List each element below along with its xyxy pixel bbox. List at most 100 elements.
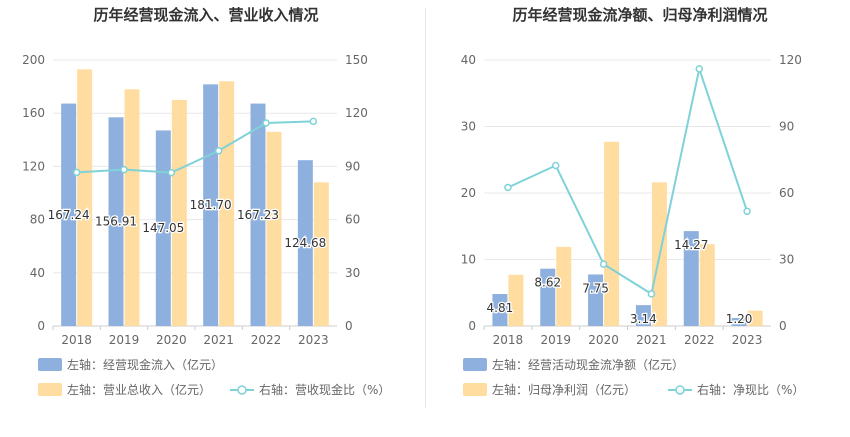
bar-secondary <box>171 99 187 327</box>
panel-divider <box>425 8 426 408</box>
bar-primary <box>540 268 556 326</box>
bar-primary <box>731 318 747 326</box>
ratio-line-point <box>262 119 270 127</box>
left-axis-tick-label: 120 <box>22 159 45 173</box>
bar-secondary <box>747 310 763 326</box>
left-axis-tick-label: 0 <box>37 319 45 333</box>
legend-label-line: 右轴：营收现金比（%） <box>259 382 390 397</box>
bar-value-label: 3.14 <box>630 312 657 326</box>
right-axis-tick-label: 120 <box>345 106 368 120</box>
bar-primary <box>297 160 313 326</box>
bar-value-label: 8.62 <box>534 276 561 290</box>
right-axis-tick-label: 0 <box>779 319 787 333</box>
left-axis-tick-label: 20 <box>461 186 476 200</box>
right-axis-tick-label: 0 <box>345 319 353 333</box>
bar-primary <box>61 103 77 326</box>
left-axis-tick-label: 30 <box>461 120 476 134</box>
bar-value-label: 4.81 <box>487 301 514 315</box>
legend-label-primary: 左轴：经营现金流入（亿元） <box>67 357 223 372</box>
right-axis-tick-label: 30 <box>779 253 794 267</box>
bar-primary <box>588 274 604 326</box>
cash-inflow-revenue-chart: 历年经营现金流入、营业收入情况 0 40 80 120 160 200 0 30 60 90 120 1… <box>22 6 390 397</box>
right-axis-tick-label: 60 <box>345 213 360 227</box>
bar-primary <box>635 305 651 326</box>
bar-value-label: 14.27 <box>674 238 708 252</box>
ratio-line <box>507 65 749 296</box>
bar-value-label: 124.68 <box>284 236 326 250</box>
x-axis-category-label: 2023 <box>298 333 329 347</box>
bar-secondary <box>604 141 620 326</box>
ratio-line-point <box>120 165 128 174</box>
bar-value-label: 1.20 <box>726 312 753 326</box>
legend-swatch-secondary <box>38 383 62 396</box>
left-axis-tick-label: 10 <box>461 253 476 267</box>
right-axis-tick-label: 90 <box>779 120 794 134</box>
ratio-line-point <box>647 290 656 298</box>
right-axis-tick-label: 60 <box>779 186 794 200</box>
ratio-line-point <box>552 161 560 170</box>
ratio-line-point <box>743 207 751 216</box>
x-axis-category-label: 2022 <box>251 333 282 347</box>
legend-label-primary: 左轴：经营活动现金流净额（亿元） <box>492 357 684 372</box>
left-axis-tick-label: 160 <box>22 106 45 120</box>
x-axis-category-label: 2021 <box>636 333 667 347</box>
ratio-line-point <box>167 168 176 177</box>
bar-value-label: 7.75 <box>582 281 609 295</box>
bar-value-label: 156.91 <box>95 215 137 229</box>
x-axis-category-label: 2020 <box>156 333 187 347</box>
x-axis-category-label: 2018 <box>61 333 92 347</box>
bar-value-label: 147.05 <box>142 221 184 235</box>
x-axis-category-label: 2023 <box>732 333 763 347</box>
chart-title: 历年经营现金流净额、归母净利润情况 <box>512 6 767 24</box>
ratio-line-point <box>504 183 512 192</box>
x-axis-category-label: 2020 <box>588 333 619 347</box>
left-axis-tick-label: 200 <box>22 53 45 67</box>
legend-swatch-primary <box>38 358 62 371</box>
chart-title: 历年经营现金流入、营业收入情况 <box>93 6 318 24</box>
bar-secondary <box>508 274 524 326</box>
bar-secondary <box>699 244 715 326</box>
bar-secondary <box>266 131 282 326</box>
legend-swatch-primary <box>463 358 487 371</box>
x-axis-category-label: 2021 <box>203 333 234 347</box>
bar-secondary <box>219 81 235 326</box>
left-axis-tick-label: 80 <box>30 213 45 227</box>
legend-label-secondary: 左轴：营业总收入（亿元） <box>67 382 211 397</box>
ratio-line-point <box>599 260 608 268</box>
ratio-line-point <box>695 65 703 73</box>
legend-swatch-line-point <box>237 385 247 395</box>
bar-primary <box>250 103 266 326</box>
bar-primary <box>492 294 508 326</box>
x-axis-category-label: 2022 <box>684 333 715 347</box>
ratio-line-point <box>309 117 318 126</box>
legend-label-secondary: 左轴：归母净利润（亿元） <box>492 382 636 397</box>
left-axis-tick-label: 40 <box>30 266 45 280</box>
bar-primary <box>683 231 699 326</box>
legend-swatch-line-point <box>675 385 685 395</box>
x-axis-category-label: 2019 <box>109 333 140 347</box>
bar-secondary <box>556 246 572 326</box>
bar-secondary <box>313 182 329 326</box>
net-cash-flow-profit-chart: 历年经营现金流净额、归母净利润情况 0 10 20 30 40 0 30 60 90 120 2018… <box>461 6 805 397</box>
ratio-line-point <box>214 147 223 155</box>
legend-label-line: 右轴：净现比（%） <box>697 382 804 397</box>
right-axis-tick-label: 30 <box>345 266 360 280</box>
left-axis-tick-label: 0 <box>468 319 476 333</box>
bar-value-label: 167.24 <box>48 208 90 222</box>
right-axis-tick-label: 90 <box>345 159 360 173</box>
bar-value-label: 181.70 <box>190 198 232 212</box>
right-axis-tick-label: 120 <box>779 53 802 67</box>
ratio-line <box>76 120 314 174</box>
bar-secondary <box>77 69 93 326</box>
left-axis-tick-label: 40 <box>461 53 476 67</box>
right-axis-tick-label: 150 <box>345 53 368 67</box>
bar-value-label: 167.23 <box>237 208 279 222</box>
x-axis-category-label: 2019 <box>540 333 571 347</box>
legend-swatch-secondary <box>463 383 487 396</box>
x-axis-category-label: 2018 <box>493 333 524 347</box>
bar-secondary <box>124 89 140 326</box>
bar-primary <box>155 130 171 326</box>
bar-primary <box>203 84 219 327</box>
ratio-line-point <box>72 168 81 177</box>
